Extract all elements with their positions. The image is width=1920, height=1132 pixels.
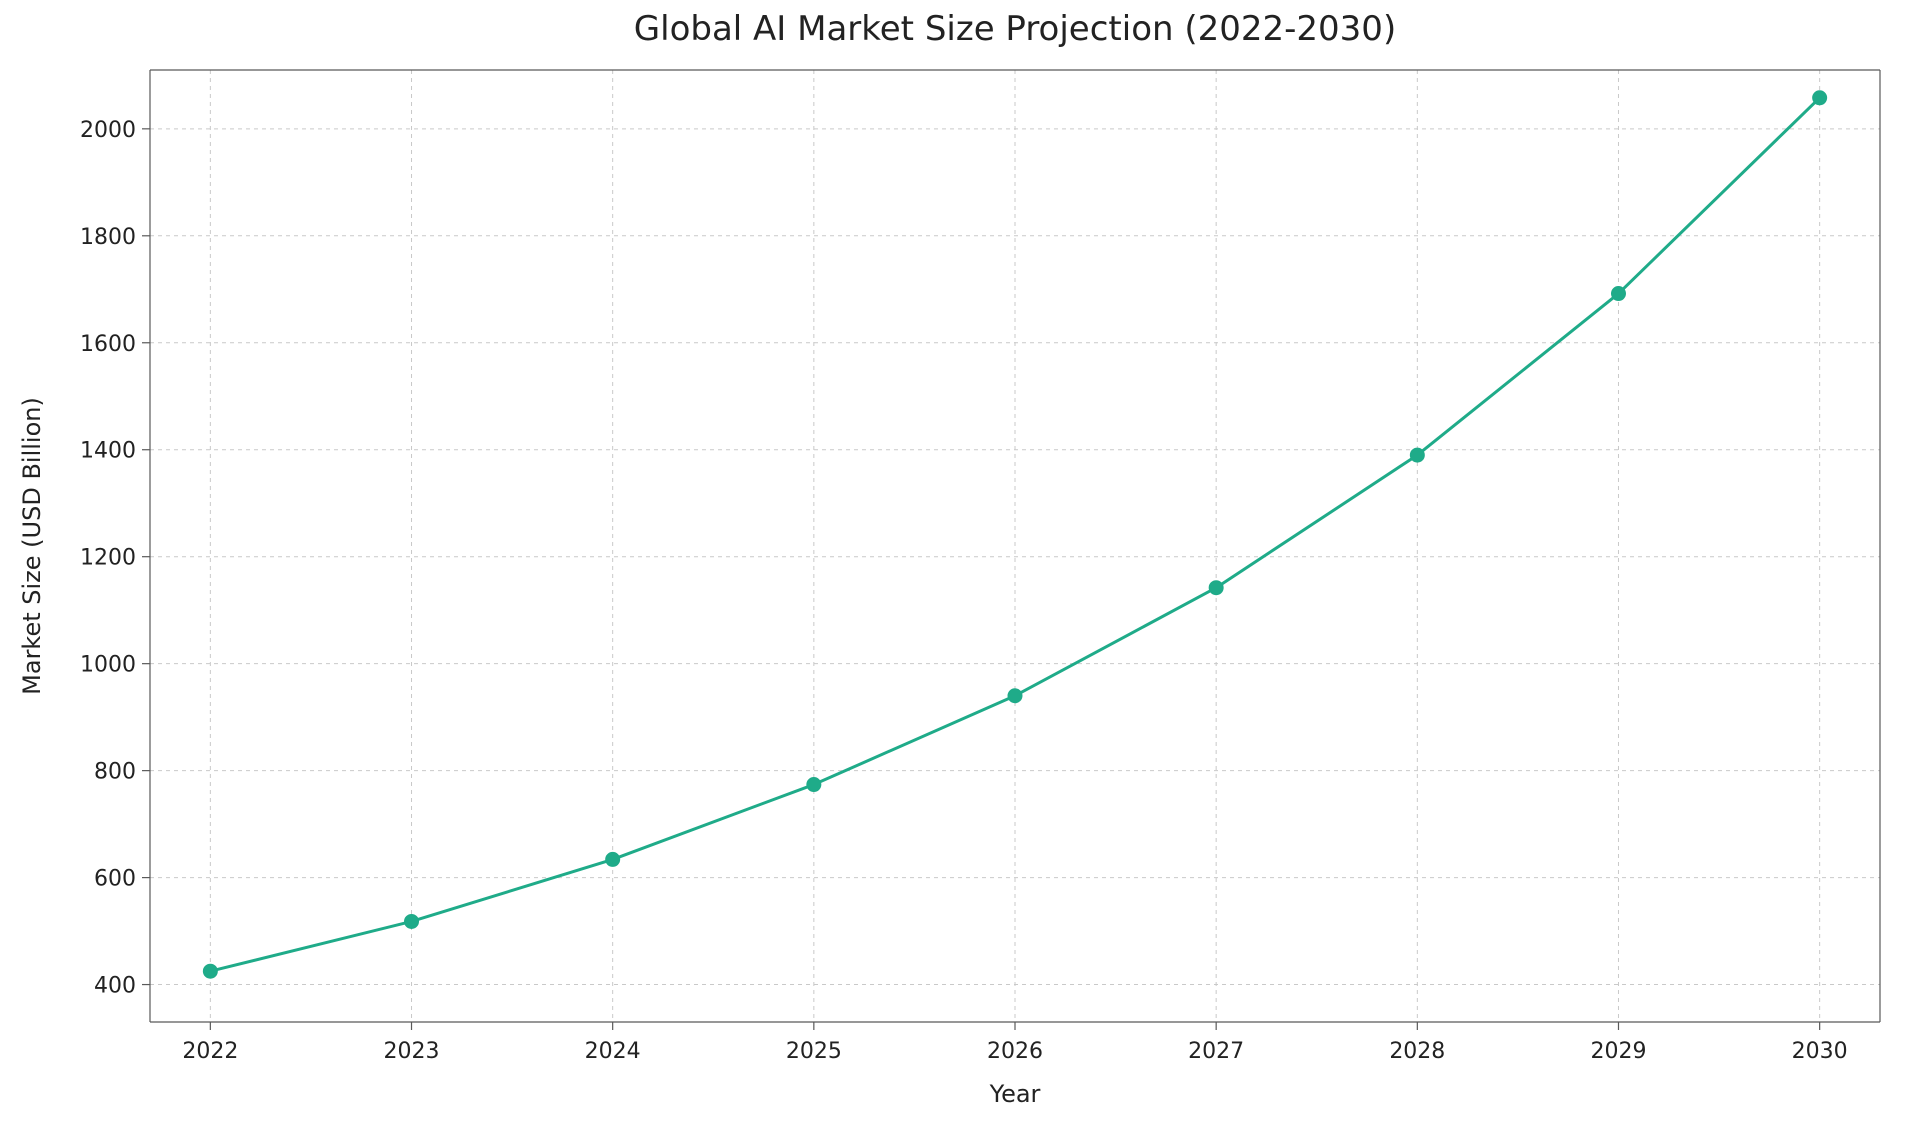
x-tick-label: 2025 [786,1039,842,1064]
data-point [1008,689,1022,703]
line-chart: 2022 2023 2024 2025 2026 2027 2028 2029 2030 400 6… [0,0,1920,1132]
y-tick-label: 1000 [80,653,136,678]
x-tick-label: 2028 [1389,1039,1445,1064]
data-point [1611,287,1625,301]
y-tick-label: 1200 [80,546,136,571]
data-point [606,852,620,866]
x-tick-label: 2024 [585,1039,641,1064]
y-axis-label: Market Size (USD Billion) [18,397,46,695]
y-tick-label: 1800 [80,225,136,250]
x-tick-label: 2027 [1188,1039,1244,1064]
data-point [405,914,419,928]
y-tick-label: 1600 [80,332,136,357]
x-tick-label: 2029 [1590,1039,1646,1064]
x-axis-label: Year [989,1080,1041,1108]
chart-title: Global AI Market Size Projection (2022-2… [634,9,1396,49]
y-tick-label: 2000 [80,118,136,143]
data-point [807,778,821,792]
y-tick-label: 400 [94,974,136,999]
data-point [203,964,217,978]
x-tick-label: 2030 [1792,1039,1848,1064]
x-tick-label: 2023 [384,1039,440,1064]
x-tick-label: 2026 [987,1039,1043,1064]
y-tick-label: 1400 [80,439,136,464]
chart-container: 2022 2023 2024 2025 2026 2027 2028 2029 2030 400 6… [0,0,1920,1132]
data-point [1209,581,1223,595]
y-tick-label: 600 [94,867,136,892]
data-point [1410,448,1424,462]
data-point [1813,91,1827,105]
x-tick-label: 2022 [182,1039,238,1064]
y-tick-label: 800 [94,760,136,785]
